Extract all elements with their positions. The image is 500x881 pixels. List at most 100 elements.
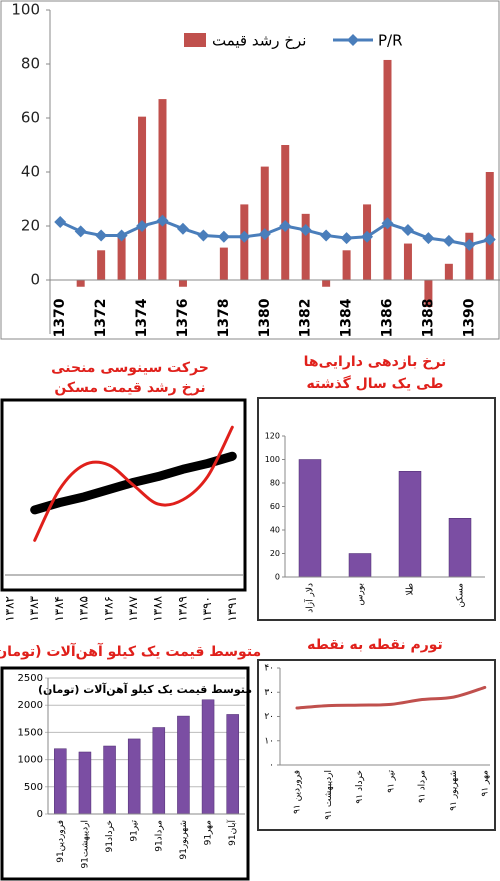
point bbox=[238, 230, 251, 243]
x-tick-label: خرداد ۹۱ bbox=[355, 770, 365, 804]
bar bbox=[158, 99, 167, 280]
y-tick-label: 40 bbox=[21, 163, 40, 181]
bar bbox=[78, 751, 92, 815]
chart-frame bbox=[0, 398, 247, 592]
bar bbox=[398, 471, 422, 578]
y-tick-label: 100 bbox=[265, 455, 280, 464]
x-tick-label: اردیبهشت ۹۱ bbox=[324, 770, 334, 820]
bar bbox=[219, 247, 228, 280]
bar bbox=[424, 280, 433, 307]
point bbox=[381, 217, 394, 230]
y-tick-label: 500 bbox=[24, 782, 43, 793]
point bbox=[197, 229, 210, 242]
bar bbox=[444, 263, 453, 280]
legend-swatch bbox=[347, 34, 359, 46]
point bbox=[115, 229, 128, 242]
point bbox=[320, 229, 333, 242]
bar bbox=[465, 232, 474, 280]
chart-title: متوسط قیمت یک کیلو آهن‌آلات (تومان) bbox=[0, 642, 261, 660]
x-tick-label: 1372 bbox=[93, 299, 109, 338]
bar bbox=[322, 280, 331, 287]
point bbox=[422, 232, 435, 245]
y-tick-label: 120 bbox=[265, 432, 280, 441]
y-tick-label: ۲۰ bbox=[264, 712, 274, 722]
x-tick-label: ۱۳۸۵ bbox=[77, 596, 91, 622]
y-tick-label: ۱۰ bbox=[264, 736, 274, 746]
x-tick-label: طلا bbox=[406, 583, 416, 596]
x-tick-label: دلار آزاد bbox=[304, 583, 316, 613]
bar bbox=[260, 166, 269, 280]
y-tick-label: 2000 bbox=[18, 700, 43, 711]
x-tick-label: تیر ۹۱ bbox=[386, 770, 396, 793]
point bbox=[361, 230, 374, 243]
chart-title: نرخ بازدهی دارایی‌ها bbox=[304, 354, 447, 370]
line bbox=[295, 685, 487, 710]
y-tick-label: 100 bbox=[11, 1, 40, 19]
line bbox=[30, 451, 237, 515]
x-tick-label: شهریور ۹۱ bbox=[449, 770, 459, 811]
x-tick-label: ۱۳۸۸ bbox=[151, 595, 165, 621]
x-tick-label: ۱۳۸۹ bbox=[175, 596, 189, 622]
bar bbox=[54, 748, 67, 815]
x-tick-label: 91خرداد bbox=[105, 820, 115, 853]
point bbox=[442, 234, 455, 247]
x-tick-label: ۱۳۸۳ bbox=[27, 595, 41, 621]
bar bbox=[138, 116, 147, 281]
point bbox=[340, 232, 353, 245]
x-tick-label: 91آبان bbox=[226, 820, 238, 846]
x-tick-label: 91فروردین bbox=[56, 820, 66, 863]
bar bbox=[177, 715, 190, 815]
point bbox=[54, 215, 67, 228]
bar bbox=[76, 280, 85, 287]
chart-subtitle: طی یک سال گذشته bbox=[307, 375, 444, 392]
chart-title: تورم نقطه به نقطه bbox=[307, 637, 443, 653]
y-tick-label: 1500 bbox=[18, 727, 43, 738]
bar bbox=[448, 518, 472, 578]
x-tick-label: مسکن bbox=[456, 583, 466, 608]
point bbox=[217, 230, 230, 243]
legend-label: نرخ رشد قیمت bbox=[212, 32, 306, 50]
y-tick-label: 80 bbox=[270, 479, 280, 488]
y-tick-label: 20 bbox=[270, 549, 280, 558]
bar bbox=[403, 243, 412, 280]
y-tick-label: 60 bbox=[21, 109, 40, 127]
bar bbox=[342, 250, 351, 280]
line bbox=[58, 219, 492, 247]
point bbox=[463, 238, 476, 251]
x-tick-label: 1386 bbox=[380, 299, 396, 338]
bar bbox=[348, 553, 372, 578]
bar bbox=[152, 727, 166, 815]
x-tick-label: 1388 bbox=[420, 299, 436, 338]
x-tick-label: 1390 bbox=[461, 298, 477, 337]
y-tick-label: 1000 bbox=[18, 755, 43, 766]
x-tick-label: 1384 bbox=[339, 298, 355, 337]
y-tick-label: ۳۰ bbox=[264, 688, 274, 698]
chart-frame bbox=[257, 397, 496, 621]
point bbox=[258, 228, 271, 241]
bar bbox=[201, 699, 215, 815]
bar bbox=[97, 250, 106, 280]
x-tick-label: 91شهریور bbox=[179, 820, 189, 860]
bar bbox=[281, 145, 290, 280]
bar bbox=[226, 714, 239, 815]
point bbox=[299, 224, 312, 237]
chart-frame bbox=[0, 0, 500, 340]
y-tick-label: 0 bbox=[275, 573, 280, 582]
x-tick-label: ۱۳۹۰ bbox=[200, 596, 214, 622]
x-tick-label: ۱۳۸۲ bbox=[3, 596, 17, 622]
x-tick-label: ۱۳۸۶ bbox=[101, 596, 115, 622]
x-tick-label: ۱۳۸۴ bbox=[52, 596, 66, 622]
x-tick-label: 1380 bbox=[257, 298, 273, 337]
chart-frame bbox=[257, 659, 496, 831]
x-tick-label: فروردین ۹۱ bbox=[293, 770, 303, 814]
x-tick-label: 1382 bbox=[298, 299, 314, 338]
x-tick-label: 91مهر bbox=[204, 820, 214, 846]
bar bbox=[298, 459, 322, 578]
bar bbox=[485, 172, 494, 280]
point bbox=[95, 229, 108, 242]
x-tick-label: بورس bbox=[356, 583, 366, 606]
x-tick-label: 1378 bbox=[216, 299, 232, 338]
bar bbox=[383, 59, 392, 281]
x-tick-label: مهر ۹۱ bbox=[480, 770, 490, 797]
